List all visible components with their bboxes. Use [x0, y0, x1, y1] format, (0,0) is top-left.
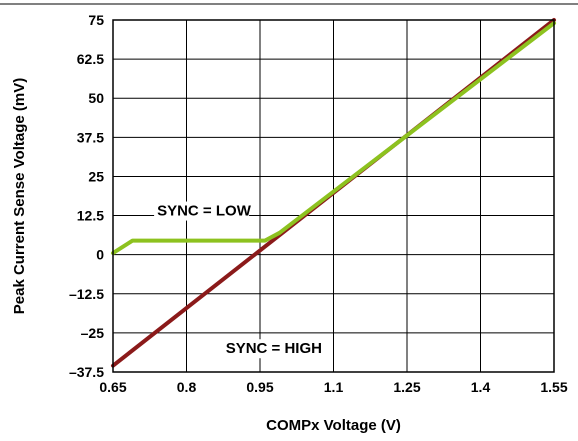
annotation-background — [222, 339, 327, 359]
annotation-label: SYNC = LOW — [157, 203, 252, 220]
x-tick-label: 0.65 — [99, 379, 126, 395]
y-tick-label: 25 — [88, 168, 104, 184]
x-tick-label: 1.25 — [393, 379, 420, 395]
x-tick-label: 1.55 — [540, 379, 567, 395]
series-layer — [111, 18, 556, 368]
y-tick-label: 50 — [88, 90, 104, 106]
annotation-background — [154, 201, 250, 221]
x-tick-label: 0.95 — [246, 379, 273, 395]
annotations: SYNC = LOW SYNC = HIGH — [154, 201, 327, 359]
x-tick-label: 0.8 — [177, 379, 197, 395]
y-tick-label: 62.5 — [77, 51, 104, 67]
y-axis-label: Peak Current Sense Voltage (mV) — [11, 78, 28, 314]
series-line-sync-low — [111, 21, 556, 256]
x-axis-label: COMPx Voltage (V) — [266, 417, 401, 434]
annotation-label: SYNC = HIGH — [226, 340, 322, 357]
y-tick-label: 37.5 — [77, 129, 104, 145]
x-tick-labels: 0.65 0.8 0.95 1.1 1.25 1.4 1.55 — [99, 379, 567, 395]
y-tick-label: –12.5 — [69, 286, 104, 302]
y-tick-label: –25 — [81, 325, 105, 341]
plot-frame — [112, 19, 555, 373]
x-tick-label: 1.4 — [471, 379, 491, 395]
y-tick-label: 0 — [96, 247, 104, 263]
y-tick-labels: 75 62.5 50 37.5 25 12.5 0 –12.5 –25 –37.5 — [69, 12, 104, 380]
x-tick-label: 1.1 — [324, 379, 344, 395]
y-tick-label: 75 — [88, 12, 104, 28]
y-tick-label: –37.5 — [69, 364, 104, 380]
y-tick-label: 12.5 — [77, 208, 104, 224]
